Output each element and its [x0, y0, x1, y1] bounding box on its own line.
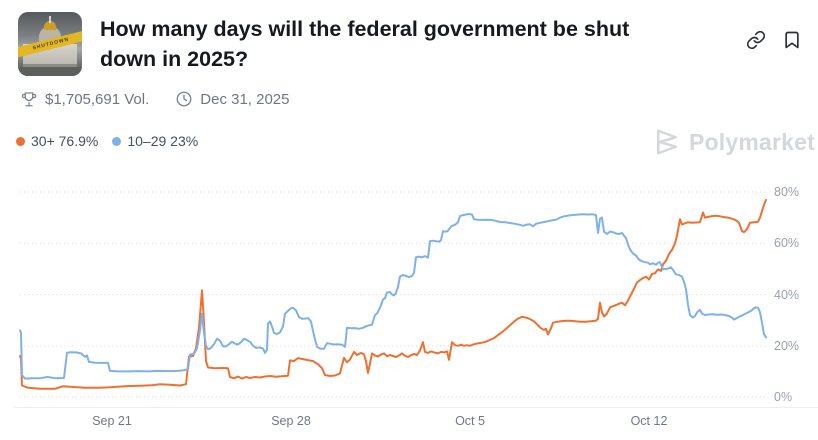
capitol-dome-cap — [44, 21, 56, 30]
y-tick-label: 80% — [774, 185, 800, 199]
x-tick-label: Sep 21 — [92, 414, 132, 428]
volume-text: $1,705,691 Vol. — [45, 90, 150, 108]
series-line-30+ — [19, 198, 767, 390]
bookmark-icon[interactable] — [782, 30, 802, 50]
series-line-10–29 — [19, 213, 767, 380]
y-tick-label: 0% — [774, 390, 793, 404]
x-tick-label: Oct 5 — [455, 414, 485, 428]
market-meta: $1,705,691 Vol. Dec 31, 2025 — [20, 90, 290, 108]
end-date-text: Dec 31, 2025 — [200, 90, 290, 108]
y-tick-label: 40% — [774, 287, 800, 302]
chart-legend: 30+ 76.9% 10–29 23% — [16, 133, 198, 149]
x-tick-label: Sep 28 — [271, 414, 311, 428]
legend-item-30plus: 30+ 76.9% — [16, 133, 98, 149]
polymarket-logo-icon — [657, 129, 677, 155]
polymarket-wordmark: Polymarket — [689, 128, 816, 155]
market-thumbnail: SHUTDOWN — [18, 12, 82, 76]
capitol-steps — [18, 67, 82, 76]
price-chart[interactable] — [19, 185, 767, 398]
x-tick-label: Oct 12 — [630, 414, 668, 428]
copy-link-icon[interactable] — [746, 30, 766, 50]
x-axis-line — [14, 407, 818, 408]
capitol-spire — [49, 16, 51, 23]
y-tick-label: 60% — [774, 236, 800, 251]
legend-dot-10-29 — [112, 136, 122, 146]
y-tick-label: 20% — [774, 338, 800, 353]
page-title: How many days will the federal governmen… — [100, 17, 630, 71]
legend-dot-30plus — [16, 136, 25, 146]
legend-item-10-29: 10–29 23% — [112, 133, 198, 149]
trophy-icon — [21, 92, 37, 107]
polymarket-watermark: Polymarket — [652, 127, 815, 157]
clock-icon — [176, 91, 192, 107]
